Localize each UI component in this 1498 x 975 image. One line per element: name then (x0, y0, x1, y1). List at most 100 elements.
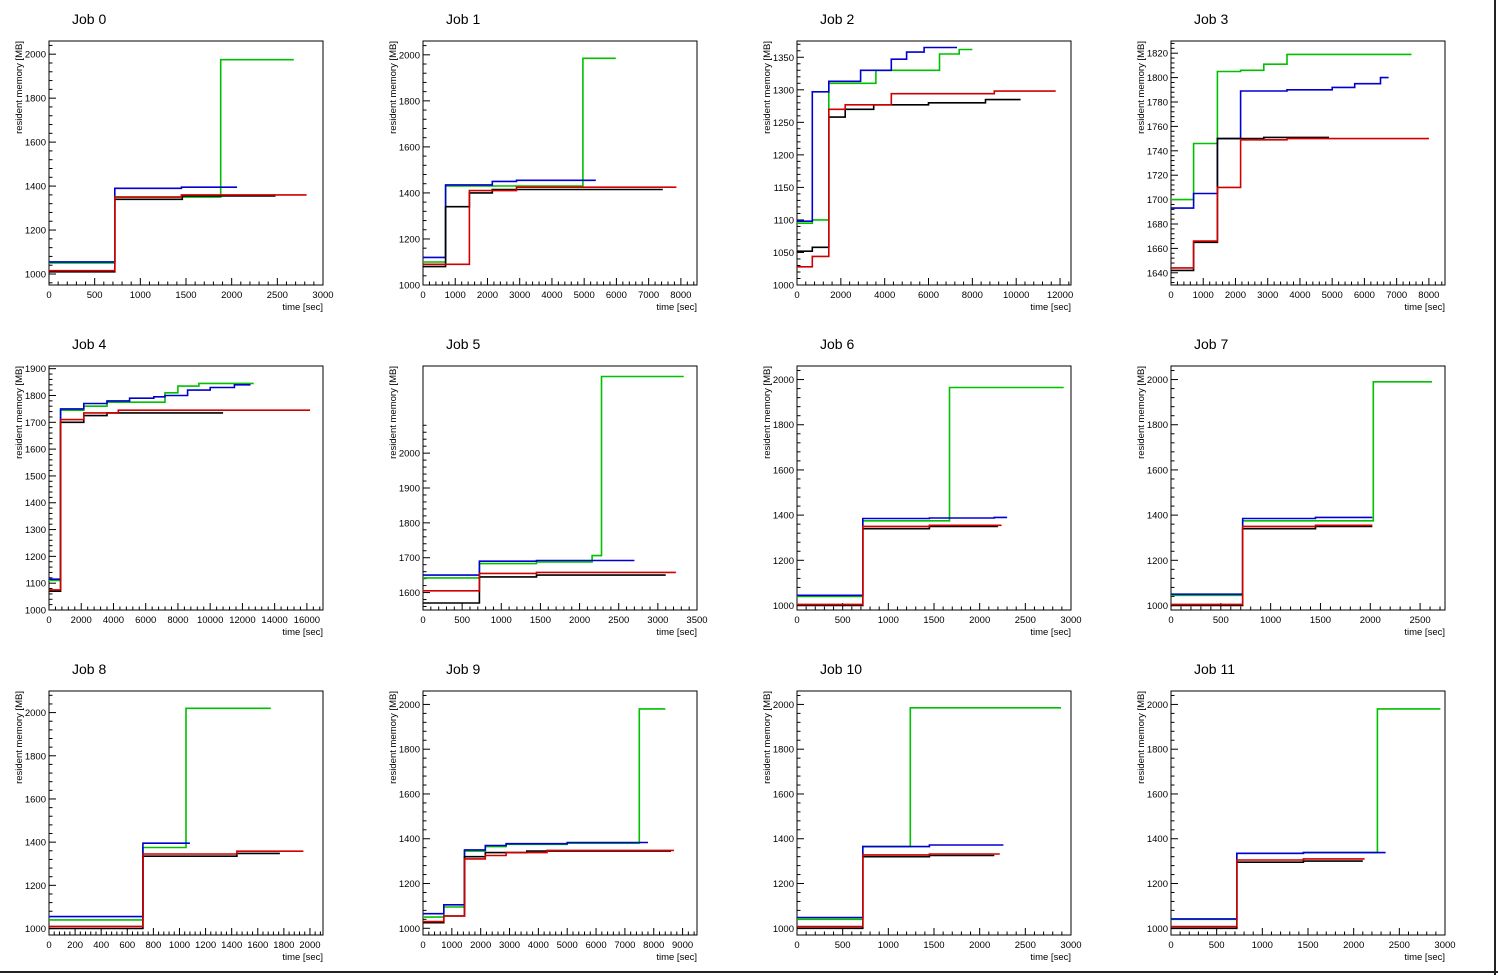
x-tick-label: 1000 (1252, 940, 1273, 951)
series-line-red (423, 849, 674, 923)
x-tick-label: 800 (145, 940, 161, 951)
chart-svg: 0 200 400 600 800 1000 1200 1400 1600 1800 2000 100… (14, 690, 324, 963)
y-tick-label: 1780 (1147, 98, 1168, 109)
x-tick-label: 1500 (1310, 615, 1331, 626)
y-tick-label: 1680 (1147, 220, 1168, 231)
series-line-red (1171, 137, 1429, 269)
x-axis-label: time [sec] (656, 627, 697, 638)
x-tick-label: 4000 (874, 290, 895, 301)
y-tick-label: 1250 (773, 118, 794, 129)
series-line-black (1171, 860, 1363, 930)
x-tick-label: 9000 (672, 940, 693, 951)
chart-svg: 0 500 1000 1500 2000 2500 3000 1000 1200 1400 1600… (762, 690, 1082, 963)
series-line-green (49, 58, 294, 264)
x-tick-label: 2000 (1343, 940, 1364, 951)
x-axis-label: time [sec] (1030, 627, 1071, 638)
chart-svg: 0 500 1000 1500 2000 2500 3000 1000 1200 1400 1600… (762, 365, 1082, 638)
x-tick-label: 2000 (1360, 615, 1381, 626)
x-tick-label: 1000 (1260, 615, 1281, 626)
x-tick-label: 500 (1209, 940, 1225, 951)
y-tick-label: 1600 (399, 588, 420, 599)
x-tick-label: 6000 (135, 615, 156, 626)
series-line-red (797, 853, 1000, 928)
series-line-green (423, 708, 666, 918)
x-tick-label: 0 (46, 290, 51, 301)
chart-panel-job-7: Job 7 0 500 1000 1500 2000 2500 1000 1200 1400 160… (1122, 325, 1496, 650)
x-tick-label: 8000 (962, 290, 983, 301)
chart-svg: 0 1000 2000 3000 4000 5000 6000 7000 8000 1640 166… (1136, 40, 1446, 313)
x-tick-label: 6000 (606, 290, 627, 301)
y-tick-label: 1800 (773, 745, 794, 756)
x-tick-label: 3000 (1060, 940, 1081, 951)
y-tick-label: 1800 (1147, 420, 1168, 431)
y-tick-label: 1200 (399, 234, 420, 245)
y-axis-label: resident memory [MB] (762, 366, 773, 459)
plot-frame (48, 690, 324, 936)
x-tick-label: 0 (420, 290, 425, 301)
y-tick-label: 1800 (399, 518, 420, 529)
series-line-red (1171, 524, 1373, 606)
series-line-blue (1171, 516, 1373, 596)
series-line-green (1171, 53, 1412, 201)
x-tick-label: 7000 (614, 940, 635, 951)
plot-frame (796, 690, 1072, 936)
y-tick-label: 1400 (773, 511, 794, 522)
series-line-blue (423, 841, 648, 915)
series-line-green (423, 375, 684, 579)
x-tick-label: 7000 (1386, 290, 1407, 301)
y-tick-label: 1800 (773, 420, 794, 431)
chart-panel-job-6: Job 6 0 500 1000 1500 2000 2500 3000 1000 1200 140… (748, 325, 1122, 650)
chart-title: Job 1 (446, 11, 481, 27)
plot-frame (1170, 365, 1446, 611)
y-tick-label: 1400 (399, 834, 420, 845)
x-tick-label: 0 (420, 615, 425, 626)
x-tick-label: 1600 (247, 940, 268, 951)
x-tick-label: 8000 (1418, 290, 1439, 301)
series-line-green (797, 386, 1064, 598)
x-axis-label: time [sec] (1030, 952, 1071, 963)
y-tick-label: 1700 (1147, 195, 1168, 206)
x-tick-label: 500 (454, 615, 470, 626)
x-tick-label: 1000 (169, 940, 190, 951)
plot-frame (422, 690, 698, 936)
y-tick-label: 1200 (399, 879, 420, 890)
x-tick-label: 1000 (878, 940, 899, 951)
y-tick-label: 1740 (1147, 146, 1168, 157)
series-line-black (49, 412, 224, 593)
x-tick-label: 14000 (261, 615, 287, 626)
y-axis-label: resident memory [MB] (1136, 41, 1147, 134)
series-line-red (1171, 858, 1365, 928)
y-tick-label: 1350 (773, 53, 794, 64)
y-tick-label: 1700 (25, 418, 46, 429)
chart-svg: 0 2000 4000 6000 8000 10000 12000 14000 16000 100… (14, 364, 324, 638)
x-tick-label: 2000 (569, 615, 590, 626)
x-tick-label: 2000 (221, 290, 242, 301)
x-tick-label: 7000 (638, 290, 659, 301)
y-tick-label: 1050 (773, 248, 794, 259)
series-line-blue (1171, 76, 1389, 209)
x-tick-label: 16000 (294, 615, 320, 626)
y-tick-label: 1600 (773, 465, 794, 476)
y-axis-label: resident memory [MB] (388, 366, 399, 459)
y-tick-label: 1600 (1147, 789, 1168, 800)
x-tick-label: 0 (1168, 940, 1173, 951)
y-tick-label: 1100 (26, 579, 46, 590)
x-tick-label: 500 (835, 615, 851, 626)
plot-frame (1170, 690, 1446, 936)
series-line-blue (423, 179, 596, 259)
series-line-blue (49, 186, 238, 263)
x-tick-label: 2500 (267, 290, 288, 301)
y-tick-label: 1600 (399, 789, 420, 800)
x-tick-label: 2000 (969, 940, 990, 951)
series-line-red (423, 571, 676, 592)
y-tick-label: 1600 (1147, 465, 1168, 476)
x-tick-label: 1500 (1297, 940, 1318, 951)
y-tick-label: 1600 (25, 138, 46, 149)
y-tick-label: 1200 (773, 150, 794, 161)
window-edge-right (1494, 0, 1496, 975)
x-tick-label: 1500 (923, 940, 944, 951)
y-tick-label: 2000 (1147, 375, 1168, 386)
series-line-green (423, 57, 616, 263)
y-tick-label: 1400 (1147, 834, 1168, 845)
